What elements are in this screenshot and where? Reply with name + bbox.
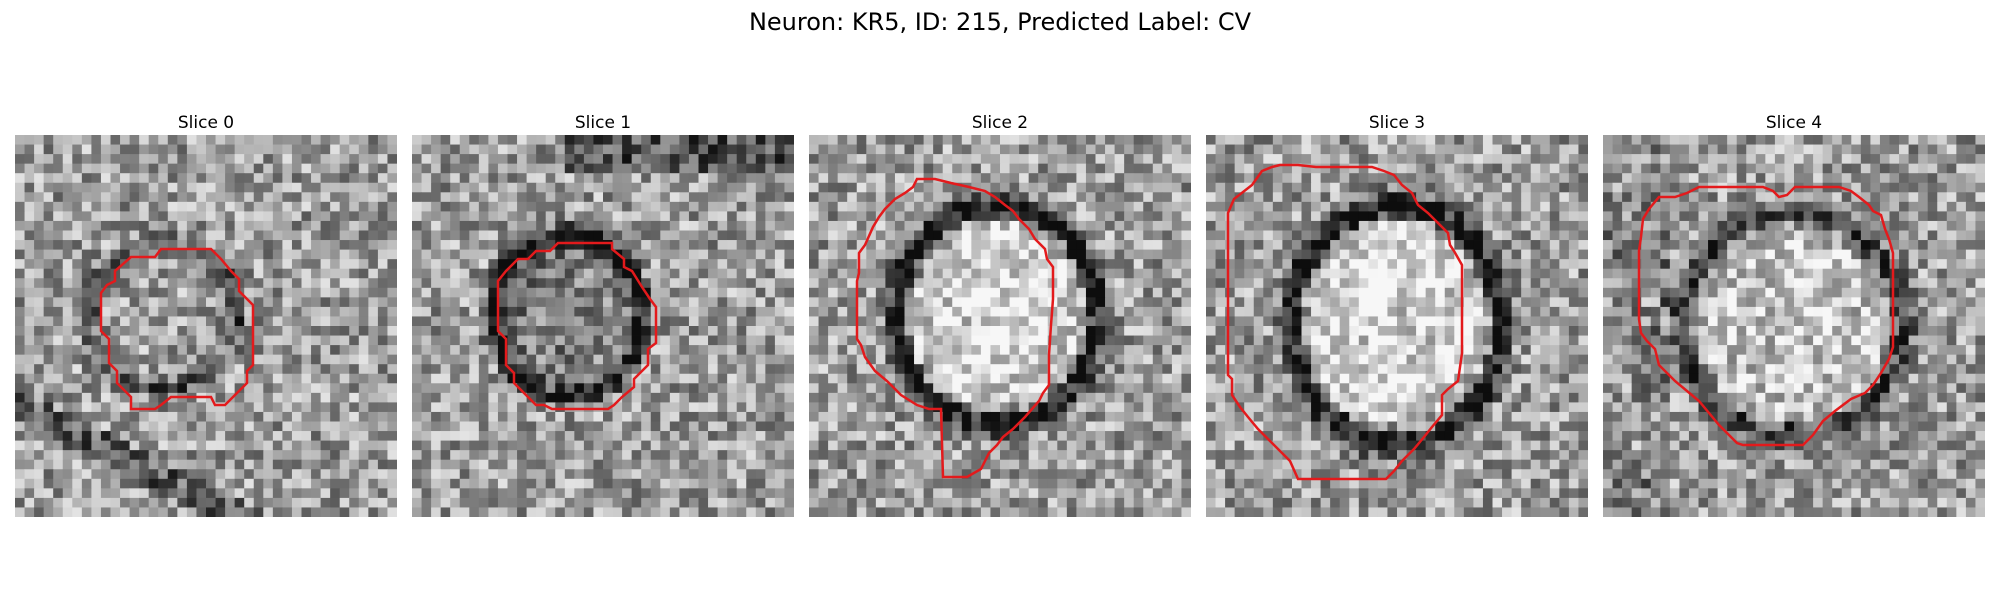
slice-title: Slice 1 bbox=[574, 113, 632, 133]
cell-contour bbox=[1226, 163, 1464, 481]
slice-panel-2: Slice 2 bbox=[809, 112, 1191, 517]
slice-title: Slice 0 bbox=[177, 113, 235, 133]
slice-title: Slice 4 bbox=[1765, 113, 1823, 133]
cell-contour bbox=[1637, 185, 1895, 447]
slice-image-0 bbox=[15, 135, 397, 517]
em-slice-image-icon bbox=[412, 135, 794, 517]
slice-panel-3: Slice 3 bbox=[1206, 112, 1588, 517]
cell-contour bbox=[855, 177, 1055, 479]
em-slice-image-icon bbox=[1603, 135, 1985, 517]
slice-title: Slice 3 bbox=[1368, 113, 1426, 133]
em-slice-image-icon bbox=[15, 135, 397, 517]
em-slice-image-icon bbox=[1206, 135, 1588, 517]
slice-title: Slice 2 bbox=[971, 113, 1029, 133]
slice-panel-1: Slice 1 bbox=[412, 112, 794, 517]
slice-image-2 bbox=[809, 135, 1191, 517]
figure-title: Neuron: KR5, ID: 215, Predicted Label: C… bbox=[748, 8, 1252, 36]
slice-image-4 bbox=[1603, 135, 1985, 517]
slice-image-3 bbox=[1206, 135, 1588, 517]
slice-panel-4: Slice 4 bbox=[1603, 112, 1985, 517]
cell-contour bbox=[99, 247, 255, 411]
cell-contour bbox=[496, 241, 658, 411]
slice-panel-0: Slice 0 bbox=[15, 112, 397, 517]
slice-image-1 bbox=[412, 135, 794, 517]
em-slice-image-icon bbox=[809, 135, 1191, 517]
